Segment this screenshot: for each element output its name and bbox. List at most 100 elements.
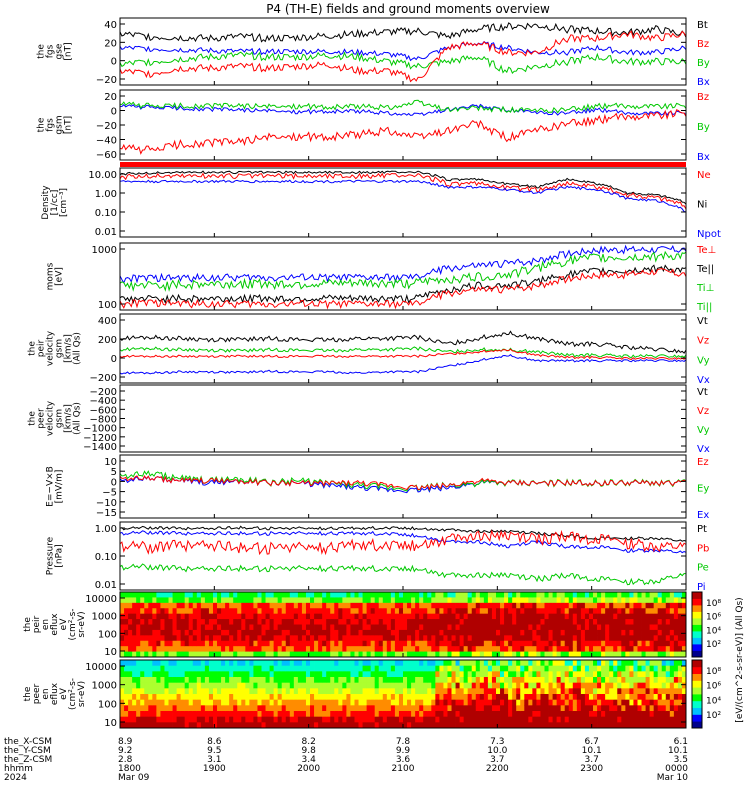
spectrogram-cell xyxy=(342,716,347,723)
spectrogram-cell xyxy=(176,592,182,598)
spectrogram-cell xyxy=(451,602,456,609)
spectrogram-cell xyxy=(318,722,323,729)
spectrogram-cell xyxy=(455,699,460,706)
panel-density: Density [1/cc] [cm⁻³] xyxy=(41,167,687,238)
spectrogram-cell xyxy=(653,608,659,615)
spectrogram-cell xyxy=(221,640,226,647)
spectrogram-cell xyxy=(564,665,570,672)
spectrogram-cell xyxy=(148,711,153,718)
spectrogram-cell xyxy=(241,699,246,706)
spectrogram-cell xyxy=(233,597,238,604)
spectrogram-cell xyxy=(564,619,570,625)
spectrogram-cell xyxy=(152,716,157,723)
spectrogram-cell xyxy=(641,665,646,672)
spectrogram-cell xyxy=(435,711,440,718)
spectrogram-cell xyxy=(322,716,327,723)
legend-entry: Te⊥ xyxy=(696,245,716,256)
spectrogram-cell xyxy=(403,711,408,718)
spectrogram-cell xyxy=(443,688,448,695)
spectrogram-cell xyxy=(168,608,173,615)
spectrogram-cell xyxy=(245,629,250,636)
y-tick-label: 0 xyxy=(111,107,117,118)
spectrogram-cell xyxy=(285,624,291,631)
spectrogram-cell xyxy=(463,651,469,658)
spectrogram-cell xyxy=(273,671,279,678)
spectrogram-cell xyxy=(120,597,125,604)
spectrogram-cell xyxy=(419,624,424,631)
spectrogram-cell xyxy=(673,671,679,678)
series-line-Vt xyxy=(119,330,687,354)
spectrogram-cell xyxy=(552,597,558,604)
panel-frame xyxy=(119,17,687,86)
spectrogram-cell xyxy=(192,705,198,712)
spectrogram-cell xyxy=(237,694,242,701)
spectrogram-cell xyxy=(208,688,214,695)
spectrogram-cell xyxy=(221,660,226,667)
spectrogram-cell xyxy=(540,699,545,706)
spectrogram-cell xyxy=(378,624,384,631)
spectrogram-cell xyxy=(471,682,477,689)
spectrogram-cell xyxy=(378,711,384,718)
spectrogram-cell xyxy=(483,722,489,729)
spectrogram-cell xyxy=(132,635,137,642)
spectrogram-cell xyxy=(568,694,574,701)
spectrogram-cell xyxy=(398,592,404,598)
spectrogram-cell xyxy=(398,635,404,642)
spectrogram-cell xyxy=(269,646,275,652)
spectrogram-cell xyxy=(459,722,465,729)
spectrogram-cell xyxy=(144,602,149,609)
spectrogram-cell xyxy=(669,619,675,625)
spectrogram-cell xyxy=(613,635,618,642)
spectrogram-cell xyxy=(669,688,675,695)
spectrogram-cell xyxy=(208,694,214,701)
spectrogram-cell xyxy=(657,608,663,615)
spectrogram-cell xyxy=(512,660,517,667)
spectrogram-cell xyxy=(386,694,392,701)
spectrogram-cell xyxy=(625,705,630,712)
legend-entry: Vt xyxy=(697,387,708,398)
spectrogram-cell xyxy=(556,635,562,642)
spectrogram-cell xyxy=(346,688,351,695)
spectrogram-cell xyxy=(297,694,303,701)
spectrogram-cell xyxy=(580,597,586,604)
spectrogram-cell xyxy=(326,682,331,689)
spectrogram-cell xyxy=(172,602,177,609)
spectrogram-cell xyxy=(532,677,537,684)
spectrogram-cell xyxy=(605,619,610,625)
spectrogram-cell xyxy=(310,608,315,615)
colorbar-segment xyxy=(692,660,702,668)
spectrogram-cell xyxy=(677,722,683,729)
spectrogram-cell xyxy=(269,677,275,684)
spectrogram-cell xyxy=(136,602,141,609)
spectrogram-cell xyxy=(645,629,651,636)
colorbar-frame xyxy=(691,659,703,729)
spectrogram-cell xyxy=(289,671,295,678)
spectrogram-cell xyxy=(500,613,505,620)
y-tick-label: 10 xyxy=(104,647,117,658)
spectrogram-cell xyxy=(669,694,675,701)
spectrogram-cell xyxy=(188,665,194,672)
series-line-Pe xyxy=(119,563,687,586)
spectrogram-cell xyxy=(455,608,460,615)
spectrogram-cell xyxy=(584,660,590,667)
spectrogram-cell xyxy=(487,619,493,625)
spectrogram-cell xyxy=(204,635,210,642)
spectrogram-cell xyxy=(403,624,408,631)
spectrogram-cell xyxy=(576,660,582,667)
spectrogram-cell xyxy=(390,694,396,701)
spectrogram-cell xyxy=(394,660,400,667)
spectrogram-cell xyxy=(350,682,355,689)
spectrogram-cell xyxy=(649,597,655,604)
spectrogram-cell xyxy=(415,592,420,598)
spectrogram-cell xyxy=(172,608,177,615)
spectrogram-cell xyxy=(374,671,380,678)
spectrogram-cell xyxy=(580,646,586,652)
spectrogram-cell xyxy=(459,619,465,625)
spectrogram-cell xyxy=(212,635,218,642)
spectrogram-cell xyxy=(605,629,610,636)
spectrogram-cell xyxy=(225,711,230,718)
spectrogram-cell xyxy=(217,629,222,636)
spectrogram-cell xyxy=(245,635,250,642)
spectrogram-cell xyxy=(305,624,311,631)
